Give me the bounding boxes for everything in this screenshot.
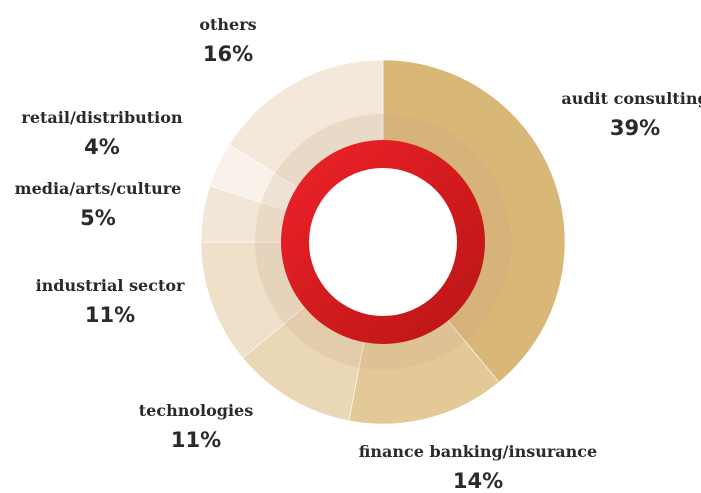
value-label-retail-distribution: 4% bbox=[84, 135, 120, 159]
value-label-technologies: 11% bbox=[171, 428, 221, 452]
value-label-others: 16% bbox=[203, 42, 253, 66]
value-label-audit-consulting: 39% bbox=[610, 116, 660, 140]
value-label-industrial-sector: 11% bbox=[85, 303, 135, 327]
category-label-retail-distribution: retail/distribution bbox=[21, 108, 183, 127]
category-label-audit-consulting: audit consulting bbox=[561, 89, 701, 108]
category-label-others: others bbox=[199, 15, 256, 34]
center-hole bbox=[309, 168, 457, 316]
category-label-industrial-sector: industrial sector bbox=[36, 276, 185, 295]
category-label-finance-banking-insurance: finance banking/insurance bbox=[359, 442, 597, 461]
category-label-media-arts-culture: media/arts/culture bbox=[15, 179, 182, 198]
labels-layer: audit consulting 39% finance banking/insur… bbox=[15, 15, 701, 493]
value-label-media-arts-culture: 5% bbox=[80, 206, 116, 230]
center-ring bbox=[281, 140, 485, 344]
category-label-technologies: technologies bbox=[139, 401, 253, 420]
value-label-finance-banking-insurance: 14% bbox=[453, 469, 503, 493]
